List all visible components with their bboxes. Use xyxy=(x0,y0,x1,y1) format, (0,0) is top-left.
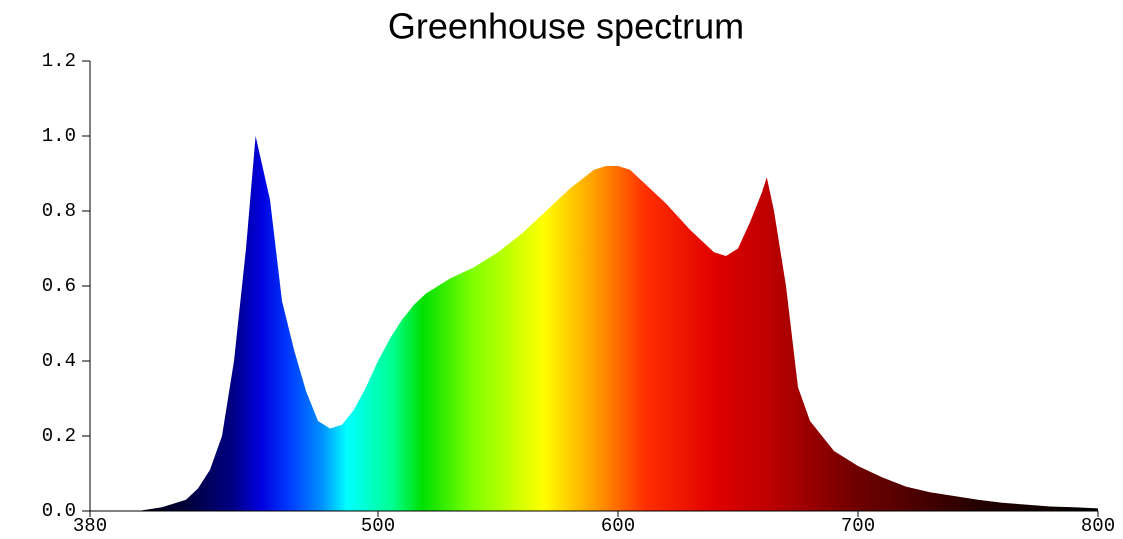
spectrum-area xyxy=(90,136,1098,511)
x-tick-label: 500 xyxy=(361,515,395,537)
y-tick-label: 0.0 xyxy=(42,500,76,522)
y-tick-label: 0.2 xyxy=(42,425,76,447)
x-tick-label: 800 xyxy=(1081,515,1115,537)
y-tick-label: 1.0 xyxy=(42,125,76,147)
y-tick-label: 1.2 xyxy=(42,50,76,72)
x-tick-label: 600 xyxy=(601,515,635,537)
x-tick-label: 700 xyxy=(841,515,875,537)
y-tick-label: 0.4 xyxy=(42,350,76,372)
x-tick-label: 380 xyxy=(73,515,107,537)
chart-title: Greenhouse spectrum xyxy=(388,6,744,47)
y-tick-label: 0.8 xyxy=(42,200,76,222)
y-tick-label: 0.6 xyxy=(42,275,76,297)
